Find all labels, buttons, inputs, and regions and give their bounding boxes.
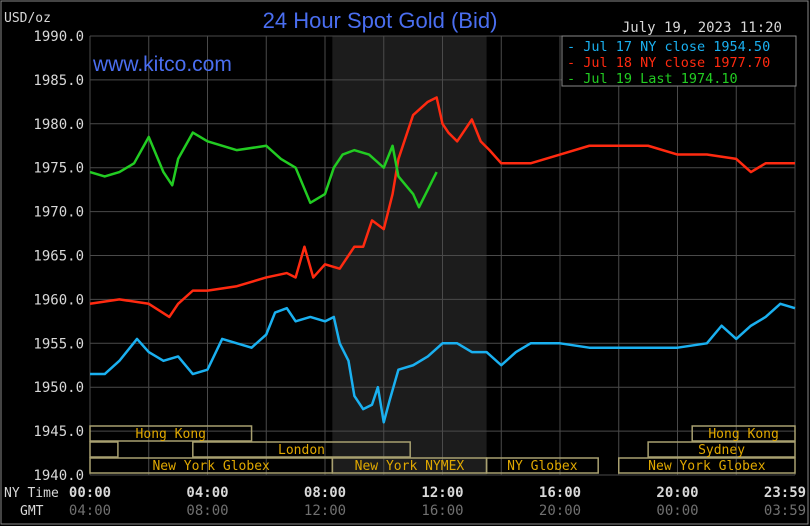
y-tick-label: 1980.0 <box>33 117 84 133</box>
timestamp: July 19, 2023 11:20 <box>622 20 782 36</box>
series-line <box>90 302 796 424</box>
session-label: Hong Kong <box>708 427 778 442</box>
session-box <box>192 441 411 458</box>
series-line <box>89 96 795 319</box>
legend-entry: - Jul 17 NY close 1954.50 <box>567 39 770 55</box>
y-tick-label: 1965.0 <box>33 249 84 265</box>
session-box <box>691 425 796 442</box>
session-box <box>647 441 796 458</box>
gmt-label: GMT <box>20 504 44 519</box>
x-tick-label-gmt: 04:00 <box>69 503 111 519</box>
y-axis-unit: USD/oz <box>4 11 51 26</box>
y-tick-label: 1990.0 <box>33 29 84 45</box>
y-tick-label: 1985.0 <box>33 73 84 89</box>
y-tick-label: 1975.0 <box>33 161 84 177</box>
legend-box <box>561 35 797 87</box>
x-tick-label-gmt: 08:00 <box>186 503 228 519</box>
session-box <box>485 457 599 474</box>
session-label: Hong Kong <box>136 427 206 442</box>
session-box <box>89 441 119 458</box>
legend-entry: - Jul 19 Last 1974.10 <box>567 71 738 87</box>
session-label: New York Globex <box>152 459 270 474</box>
x-tick-label-gmt: 20:00 <box>539 503 581 519</box>
y-tick-label: 1945.0 <box>33 424 84 440</box>
session-label: NY Globex <box>507 459 578 474</box>
x-tick-label-gmt: 03:59 <box>764 503 806 519</box>
legend-entry: - Jul 18 NY close 1977.70 <box>567 55 770 71</box>
y-tick-label: 1970.0 <box>33 205 84 221</box>
session-label: Sydney <box>698 443 745 458</box>
x-tick-label-ny: 00:00 <box>69 485 111 501</box>
y-tick-label: 1950.0 <box>33 380 84 396</box>
session-box <box>89 425 253 442</box>
ny-time-label: NY Time <box>4 486 59 501</box>
x-tick-label-gmt: 12:00 <box>304 503 346 519</box>
y-tick-label: 1960.0 <box>33 292 84 308</box>
x-tick-label-ny: 04:00 <box>186 485 228 501</box>
session-label: New York NYMEX <box>355 459 465 474</box>
y-tick-label: 1940.0 <box>33 468 84 484</box>
session-label: London <box>278 443 325 458</box>
x-tick-label-ny: 20:00 <box>656 485 698 501</box>
x-tick-label-gmt: 16:00 <box>421 503 463 519</box>
watermark: www.kitco.com <box>92 53 232 76</box>
x-tick-label-gmt: 00:00 <box>656 503 698 519</box>
x-tick-label-ny: 23:59 <box>764 485 806 501</box>
x-tick-label-ny: 12:00 <box>421 485 463 501</box>
series-line <box>89 131 438 209</box>
y-tick-label: 1955.0 <box>33 336 84 352</box>
session-box <box>618 457 796 474</box>
chart-title: 24 Hour Spot Gold (Bid) <box>263 8 498 33</box>
x-tick-label-ny: 08:00 <box>304 485 346 501</box>
session-label: New York Globex <box>648 459 766 474</box>
x-tick-label-ny: 16:00 <box>539 485 581 501</box>
